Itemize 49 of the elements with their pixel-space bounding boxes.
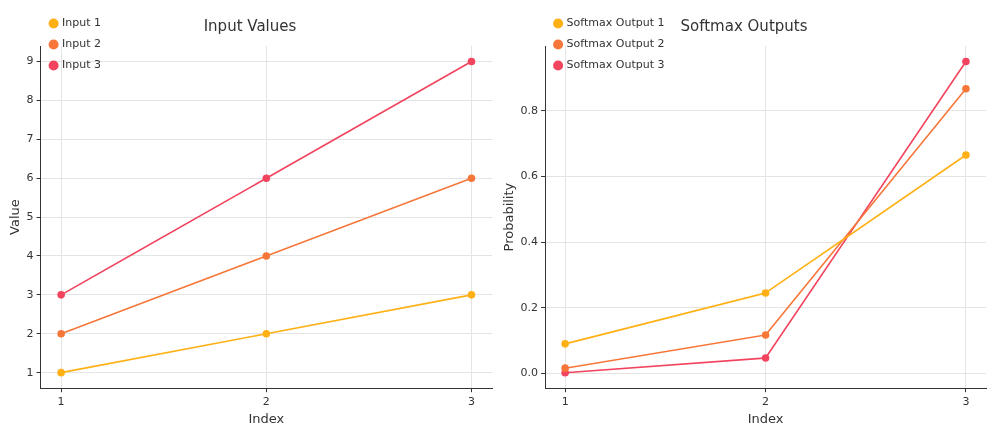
legend-label: Input 3 (62, 58, 102, 72)
point (262, 329, 271, 338)
x-tick-label: 2 (262, 394, 270, 408)
point (962, 84, 970, 93)
y-tick-label: 6 (26, 171, 34, 185)
point (761, 331, 770, 339)
point (467, 291, 476, 299)
x-axis-title: Index (248, 410, 285, 426)
point (57, 291, 65, 299)
x-axis-title: Index (747, 410, 784, 426)
legend-label: Input 2 (62, 37, 102, 51)
y-tick-label: 0.4 (520, 234, 539, 248)
point (761, 354, 770, 362)
y-axis-title: Probability (501, 182, 517, 252)
point (467, 174, 476, 183)
y-tick-label: 0.8 (520, 103, 539, 117)
chart-title: Softmax Outputs (680, 16, 808, 35)
y-tick-label: 0.6 (520, 169, 539, 183)
x-tick-label: 1 (561, 394, 569, 408)
point (962, 151, 970, 159)
y-axis-title: Value (7, 199, 23, 235)
y-tick-label: 5 (26, 209, 34, 223)
legend-label: Softmax Output 3 (566, 58, 665, 72)
y-tick-label: 7 (26, 132, 34, 146)
y-tick-label: 1 (26, 365, 34, 379)
point (57, 329, 65, 338)
x-tick-label: 2 (762, 394, 770, 408)
point (561, 364, 569, 372)
legend-label: Softmax Output 1 (566, 16, 665, 30)
legend-label: Softmax Output 2 (566, 37, 665, 51)
y-tick-label: 2 (26, 326, 34, 340)
y-tick-label: 0.0 (520, 366, 539, 380)
x-tick-label: 3 (467, 394, 475, 408)
point (57, 368, 65, 377)
x-tick-label: 1 (57, 394, 65, 408)
point (761, 289, 770, 297)
point (561, 340, 569, 348)
y-tick-label: 4 (26, 248, 34, 262)
y-tick-label: 3 (26, 287, 34, 301)
point (262, 174, 271, 183)
x-tick-label: 3 (962, 394, 970, 408)
legend-label: Input 1 (62, 16, 102, 30)
y-tick-label: 9 (26, 54, 34, 68)
point (262, 252, 271, 260)
point (962, 57, 970, 66)
y-tick-label: 8 (26, 93, 34, 107)
chart-title: Input Values (203, 16, 297, 35)
y-tick-label: 0.2 (520, 300, 539, 314)
point (467, 57, 476, 66)
